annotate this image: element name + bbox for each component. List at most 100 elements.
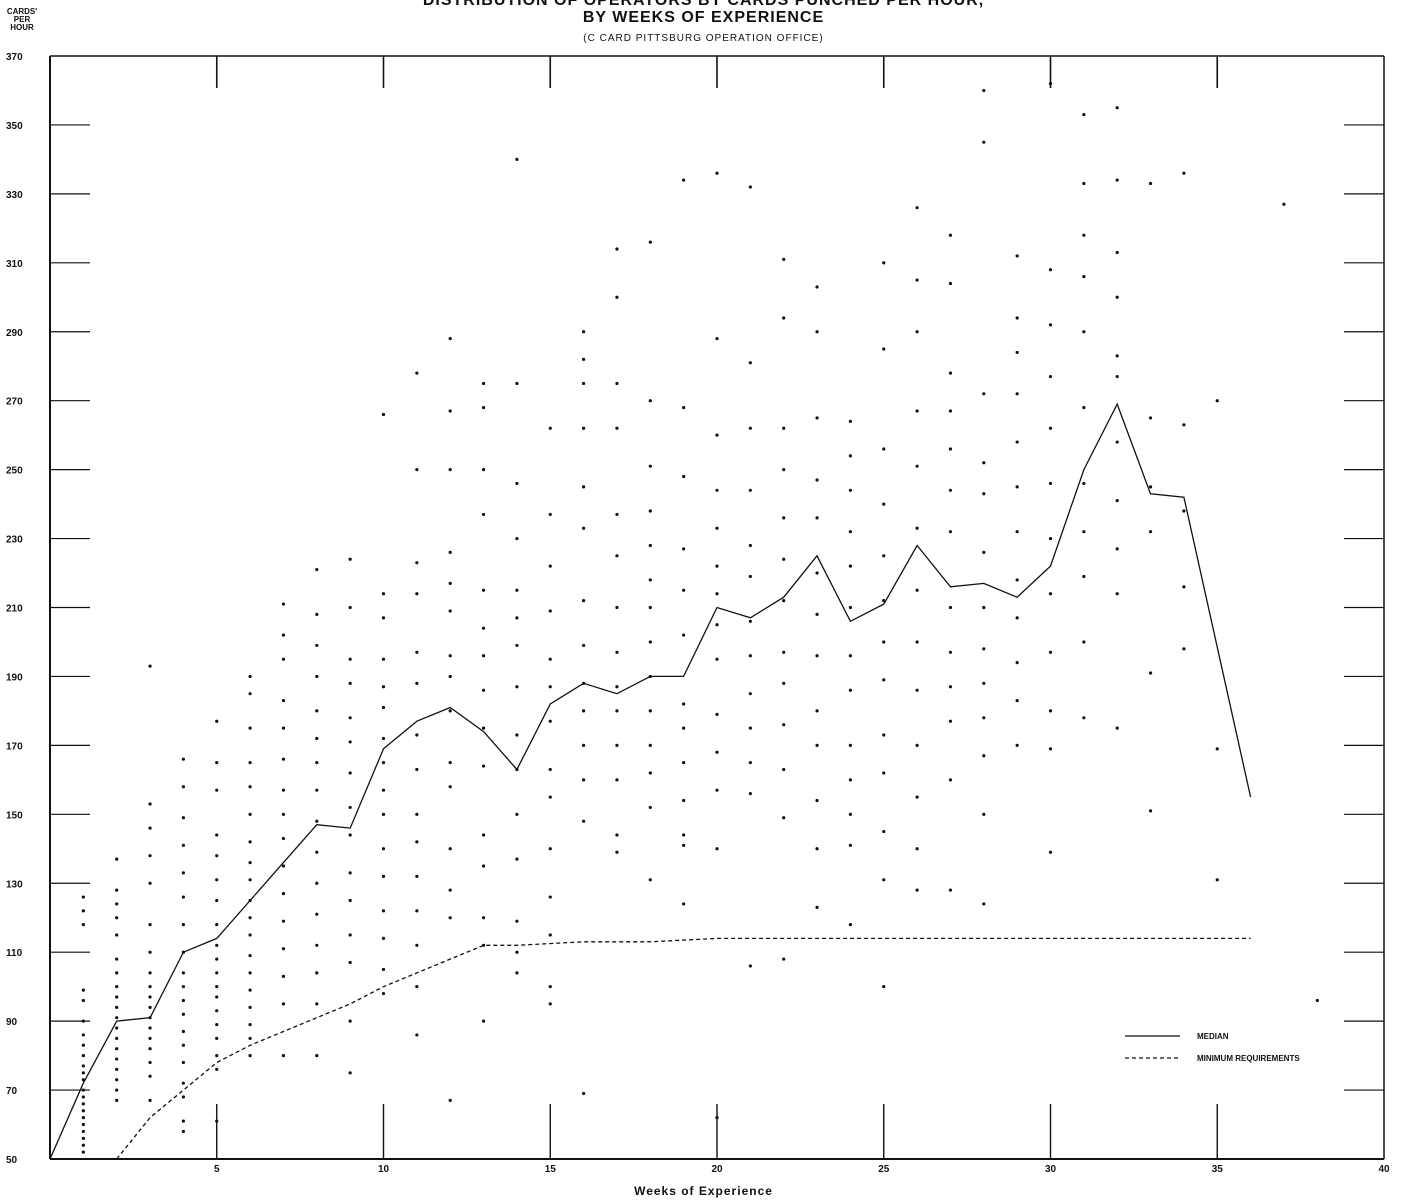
- scatter-point: [682, 405, 686, 410]
- scatter-point: [882, 599, 886, 603]
- scatter-point: [1082, 530, 1086, 534]
- scatter-point: [181, 998, 185, 1003]
- scatter-point: [1182, 171, 1186, 175]
- scatter-point: [181, 785, 185, 789]
- scatter-point: [915, 743, 919, 747]
- scatter-point: [515, 685, 519, 689]
- scatter-point: [682, 178, 686, 182]
- scatter-point: [415, 592, 419, 596]
- scatter-point: [548, 767, 552, 772]
- scatter-point: [415, 812, 419, 816]
- scatter-point: [548, 795, 552, 799]
- scatter-point: [81, 1043, 85, 1047]
- scatter-point: [715, 657, 719, 661]
- scatter-point: [982, 88, 986, 93]
- scatter-point: [1082, 716, 1086, 720]
- scatter-point: [448, 550, 452, 554]
- scatter-point: [582, 1091, 586, 1096]
- scatter-point: [948, 447, 953, 451]
- chart-title: DISTRIBUTION OF OPERATORS BY CARDS PUNCH…: [422, 0, 985, 9]
- scatter-point: [381, 874, 386, 878]
- scatter-point: [1048, 747, 1053, 751]
- scatter-point: [948, 650, 953, 654]
- scatter-point: [315, 788, 319, 792]
- scatter-point: [415, 650, 419, 654]
- scatter-point: [1182, 423, 1186, 427]
- scatter-point: [1082, 640, 1086, 644]
- scatter-point: [615, 426, 619, 430]
- scatter-point: [315, 567, 319, 572]
- scatter-point: [81, 923, 85, 927]
- scatter-point: [381, 705, 386, 710]
- scatter-point: [1048, 709, 1053, 713]
- scatter-point: [215, 878, 219, 882]
- scatter-point: [715, 337, 719, 341]
- y-tick-label: 350: [6, 121, 23, 132]
- scatter-point: [115, 971, 119, 975]
- scatter-point: [215, 985, 219, 989]
- y-tick-label: 330: [6, 190, 23, 201]
- scatter-point: [181, 895, 185, 899]
- scatter-point: [181, 871, 185, 875]
- scatter-point: [1115, 178, 1119, 182]
- scatter-point: [348, 657, 352, 661]
- scatter-point: [1148, 671, 1153, 675]
- legend-label-median: MEDIAN: [1197, 1032, 1229, 1041]
- scatter-point: [81, 1053, 85, 1058]
- scatter-point: [215, 1036, 219, 1040]
- scatter-point: [1082, 574, 1086, 579]
- scatter-point: [381, 616, 386, 620]
- scatter-point: [1048, 536, 1053, 541]
- scatter-point: [381, 685, 386, 689]
- scatter-point: [948, 888, 953, 892]
- scatter-point: [281, 947, 286, 951]
- scatter-point: [315, 881, 319, 885]
- scatter-point: [215, 1053, 219, 1058]
- scatter-point: [248, 860, 252, 865]
- scatter-point: [215, 854, 219, 858]
- scatter-point: [248, 1036, 252, 1040]
- scatter-point: [281, 757, 286, 761]
- scatter-point: [982, 812, 986, 816]
- scatter-point: [148, 995, 152, 999]
- scatter-point: [115, 916, 119, 920]
- scatter-point: [1048, 592, 1053, 596]
- scatter-point: [1048, 268, 1053, 272]
- scatter-point: [281, 812, 286, 816]
- scatter-point: [281, 1053, 286, 1058]
- scatter-point: [548, 985, 552, 989]
- scatter-point: [982, 681, 986, 685]
- scatter-point: [648, 743, 652, 747]
- scatter-point: [648, 805, 652, 810]
- scatter-point: [481, 916, 486, 920]
- scatter-point: [882, 878, 886, 882]
- scatter-point: [148, 1026, 152, 1030]
- scatter-point: [948, 281, 953, 286]
- scatter-point: [982, 392, 986, 396]
- scatter-point: [515, 919, 519, 923]
- scatter-point: [715, 433, 719, 437]
- scatter-point: [882, 261, 886, 265]
- scatter-point: [582, 357, 586, 361]
- scatter-point: [81, 1088, 85, 1092]
- scatter-point: [548, 933, 552, 937]
- scatter-point: [715, 750, 719, 754]
- chart-title-line2: BY WEEKS OF EXPERIENCE: [582, 9, 825, 26]
- scatter-point: [248, 878, 252, 882]
- y-tick-label: 290: [6, 328, 23, 339]
- y-tick-label: 170: [6, 741, 23, 752]
- scatter-point: [481, 468, 486, 472]
- scatter-point: [81, 1129, 85, 1134]
- x-axis-label: Weeks of Experience: [634, 1184, 773, 1198]
- scatter-point: [782, 723, 786, 727]
- scatter-point: [181, 1043, 185, 1047]
- scatter-point: [682, 547, 686, 551]
- scatter-point: [682, 702, 686, 706]
- scatter-point: [315, 709, 319, 713]
- scatter-point: [415, 874, 419, 878]
- scatter-point: [481, 626, 486, 630]
- scatter-point: [982, 140, 986, 144]
- scatter-point: [582, 330, 586, 334]
- x-tick-label: 5: [214, 1164, 220, 1175]
- scatter-point: [115, 1047, 119, 1051]
